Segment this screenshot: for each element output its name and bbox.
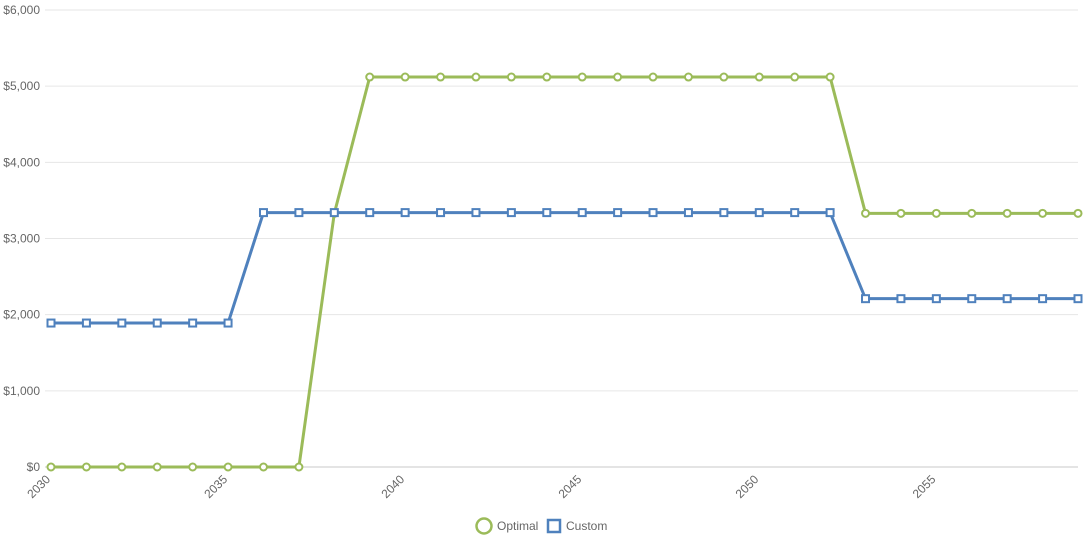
legend: Optimal Custom bbox=[475, 517, 607, 535]
x-axis: 2030 2035 2040 2045 2050 2055 bbox=[24, 472, 938, 501]
data-point[interactable] bbox=[117, 462, 127, 472]
data-point[interactable] bbox=[825, 208, 835, 218]
data-point[interactable] bbox=[294, 208, 304, 218]
y-axis: $0 $1,000 $2,000 $3,000 $4,000 $5,000 $6,000 bbox=[3, 3, 40, 474]
x-tick-label: 2050 bbox=[733, 472, 762, 501]
data-point[interactable] bbox=[436, 72, 446, 82]
data-point[interactable] bbox=[436, 208, 446, 218]
data-point[interactable] bbox=[117, 318, 127, 328]
data-point[interactable] bbox=[577, 208, 587, 218]
data-point[interactable] bbox=[861, 208, 871, 218]
legend-marker-custom[interactable] bbox=[546, 518, 562, 534]
data-point[interactable] bbox=[577, 72, 587, 82]
data-point[interactable] bbox=[506, 72, 516, 82]
data-point[interactable] bbox=[754, 208, 764, 218]
data-point[interactable] bbox=[400, 72, 410, 82]
x-tick-label: 2055 bbox=[910, 472, 939, 501]
data-point[interactable] bbox=[46, 462, 56, 472]
data-point[interactable] bbox=[719, 72, 729, 82]
data-point[interactable] bbox=[46, 318, 56, 328]
x-tick-label: 2035 bbox=[201, 472, 230, 501]
legend-label-custom[interactable]: Custom bbox=[566, 519, 607, 533]
y-tick-label: $1,000 bbox=[3, 384, 40, 398]
data-point[interactable] bbox=[542, 72, 552, 82]
y-tick-label: $4,000 bbox=[3, 155, 40, 169]
legend-marker-optimal[interactable] bbox=[475, 517, 493, 535]
data-point[interactable] bbox=[329, 208, 339, 218]
data-point[interactable] bbox=[896, 208, 906, 218]
data-point[interactable] bbox=[152, 462, 162, 472]
data-point[interactable] bbox=[1038, 208, 1048, 218]
y-tick-label: $6,000 bbox=[3, 3, 40, 17]
series-line bbox=[51, 75, 1078, 469]
data-point[interactable] bbox=[294, 462, 304, 472]
data-point[interactable] bbox=[365, 72, 375, 82]
data-point[interactable] bbox=[825, 72, 835, 82]
data-point[interactable] bbox=[542, 208, 552, 218]
data-point[interactable] bbox=[967, 294, 977, 304]
data-point[interactable] bbox=[258, 462, 268, 472]
data-point[interactable] bbox=[223, 318, 233, 328]
data-point[interactable] bbox=[967, 208, 977, 218]
data-point[interactable] bbox=[152, 318, 162, 328]
data-point[interactable] bbox=[931, 294, 941, 304]
data-point[interactable] bbox=[861, 294, 871, 304]
data-point[interactable] bbox=[188, 318, 198, 328]
data-point[interactable] bbox=[613, 208, 623, 218]
data-point[interactable] bbox=[1002, 208, 1012, 218]
data-point[interactable] bbox=[258, 208, 268, 218]
data-point[interactable] bbox=[790, 208, 800, 218]
y-tick-label: $5,000 bbox=[3, 79, 40, 93]
data-point[interactable] bbox=[471, 208, 481, 218]
legend-label-optimal[interactable]: Optimal bbox=[497, 519, 538, 533]
x-tick-label: 2045 bbox=[556, 472, 585, 501]
series-optimal bbox=[46, 72, 1083, 472]
data-point[interactable] bbox=[1002, 294, 1012, 304]
data-point[interactable] bbox=[1038, 294, 1048, 304]
series-custom bbox=[46, 208, 1083, 328]
data-point[interactable] bbox=[648, 208, 658, 218]
data-point[interactable] bbox=[400, 208, 410, 218]
series-line bbox=[51, 211, 1078, 325]
data-point[interactable] bbox=[683, 72, 693, 82]
data-point[interactable] bbox=[931, 208, 941, 218]
data-point[interactable] bbox=[506, 208, 516, 218]
y-tick-label: $2,000 bbox=[3, 308, 40, 322]
data-point[interactable] bbox=[471, 72, 481, 82]
series-layer bbox=[46, 72, 1083, 472]
data-point[interactable] bbox=[719, 208, 729, 218]
data-point[interactable] bbox=[81, 462, 91, 472]
data-point[interactable] bbox=[648, 72, 658, 82]
data-point[interactable] bbox=[188, 462, 198, 472]
data-point[interactable] bbox=[613, 72, 623, 82]
y-tick-label: $3,000 bbox=[3, 232, 40, 246]
data-point[interactable] bbox=[754, 72, 764, 82]
x-tick-label: 2040 bbox=[378, 472, 407, 501]
data-point[interactable] bbox=[896, 294, 906, 304]
grid-lines bbox=[45, 9, 1078, 468]
y-tick-label: $0 bbox=[27, 460, 41, 474]
data-point[interactable] bbox=[365, 208, 375, 218]
data-point[interactable] bbox=[1073, 294, 1083, 304]
data-point[interactable] bbox=[683, 208, 693, 218]
data-point[interactable] bbox=[790, 72, 800, 82]
x-tick-label: 2030 bbox=[24, 472, 53, 501]
data-point[interactable] bbox=[1073, 208, 1083, 218]
data-point[interactable] bbox=[223, 462, 233, 472]
data-point[interactable] bbox=[81, 318, 91, 328]
